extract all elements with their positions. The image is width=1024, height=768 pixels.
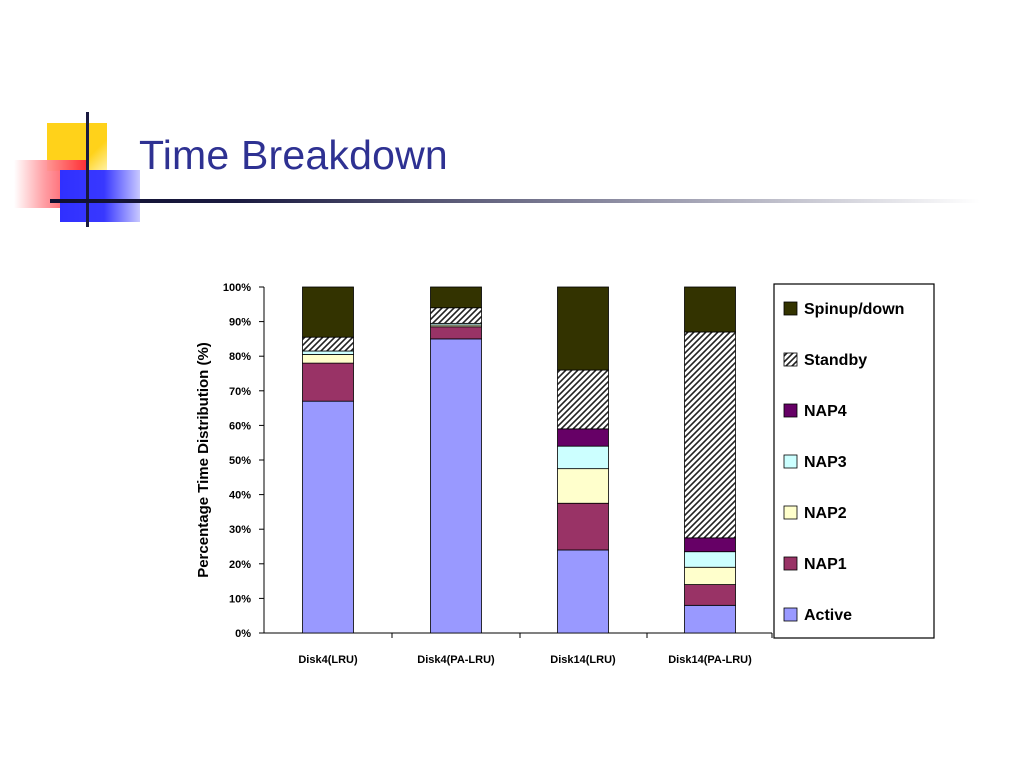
x-category-label: Disk14(LRU): [550, 654, 616, 666]
bar-segment-nap3: [302, 350, 354, 355]
title-underline: [50, 199, 980, 203]
decor-vertical-line: [86, 112, 89, 227]
x-category-label: Disk4(PA-LRU): [417, 654, 495, 666]
bar-segment-spinup-down: [557, 286, 609, 371]
bar-segment-nap1: [302, 362, 354, 402]
bar-segment-spinup-down: [430, 286, 482, 309]
legend-entry-label: NAP2: [804, 505, 847, 522]
bar-segment-spinup-down: [302, 286, 354, 338]
legend-swatch: [783, 454, 798, 469]
legend-swatch: [783, 556, 798, 571]
y-tick-label: 100%: [223, 282, 251, 294]
bar-segment-nap2: [557, 468, 609, 504]
bar-segment-standby: [557, 369, 609, 430]
bar-segment-standby: [684, 331, 736, 539]
y-tick-label: 90%: [229, 317, 251, 329]
page-title: Time Breakdown: [139, 132, 448, 178]
bar-segment-nap4: [557, 428, 609, 447]
bar-segment-nap2: [302, 354, 354, 364]
y-tick-label: 70%: [229, 386, 251, 398]
legend-swatch: [783, 352, 798, 367]
bar-segment-nap1: [430, 326, 482, 340]
legend: Spinup/down Standby NAP4 NAP3 NAP2 NAP1 Active: [773, 283, 935, 639]
bar-segment-active: [302, 400, 354, 634]
bar-segment-active: [557, 549, 609, 634]
legend-entry-label: NAP1: [804, 556, 847, 573]
y-tick-label: 20%: [229, 559, 251, 571]
legend-entry-label: NAP4: [804, 403, 847, 420]
x-category-label: Disk4(LRU): [298, 654, 358, 666]
y-tick-label: 50%: [229, 455, 251, 467]
y-tick-label: 30%: [229, 524, 251, 536]
bar-segment-nap2: [684, 566, 736, 585]
bar-segment-nap4: [684, 537, 736, 553]
plot-area: 0% 10% 20% 30% 40% 50% 60% 70% 80% 90% 100% Disk4(L…: [195, 282, 773, 666]
legend-swatch: [783, 607, 798, 622]
y-tick-label: 60%: [229, 420, 251, 432]
decor-blue-square: [60, 170, 140, 222]
bar-segment-nap3: [557, 445, 609, 470]
bar-segment-active: [430, 338, 482, 634]
bar-segment-spinup-down: [684, 286, 736, 333]
bar-segment-nap1: [557, 502, 609, 551]
bar-segment-standby: [302, 336, 354, 352]
legend-swatch: [783, 403, 798, 418]
legend-box: [773, 283, 935, 639]
legend-entry-label: Spinup/down: [804, 301, 904, 318]
legend-entry-label: NAP3: [804, 454, 847, 471]
bar-segment-nap3: [684, 551, 736, 568]
y-tick-label: 40%: [229, 490, 251, 502]
legend-swatch: [783, 505, 798, 520]
legend-entry-label: Standby: [804, 352, 867, 369]
bar-segment-active: [684, 604, 736, 634]
y-tick-label: 0%: [235, 628, 251, 640]
y-axis-title: Percentage Time Distribution (%): [195, 342, 212, 578]
bar-segment-standby: [430, 307, 482, 324]
x-category-label: Disk14(PA-LRU): [668, 654, 752, 666]
legend-entry-label: Active: [804, 607, 852, 624]
bar-segment-nap1: [684, 584, 736, 606]
y-tick-label: 80%: [229, 351, 251, 363]
y-tick-label: 10%: [229, 593, 251, 605]
legend-swatch: [783, 301, 798, 316]
